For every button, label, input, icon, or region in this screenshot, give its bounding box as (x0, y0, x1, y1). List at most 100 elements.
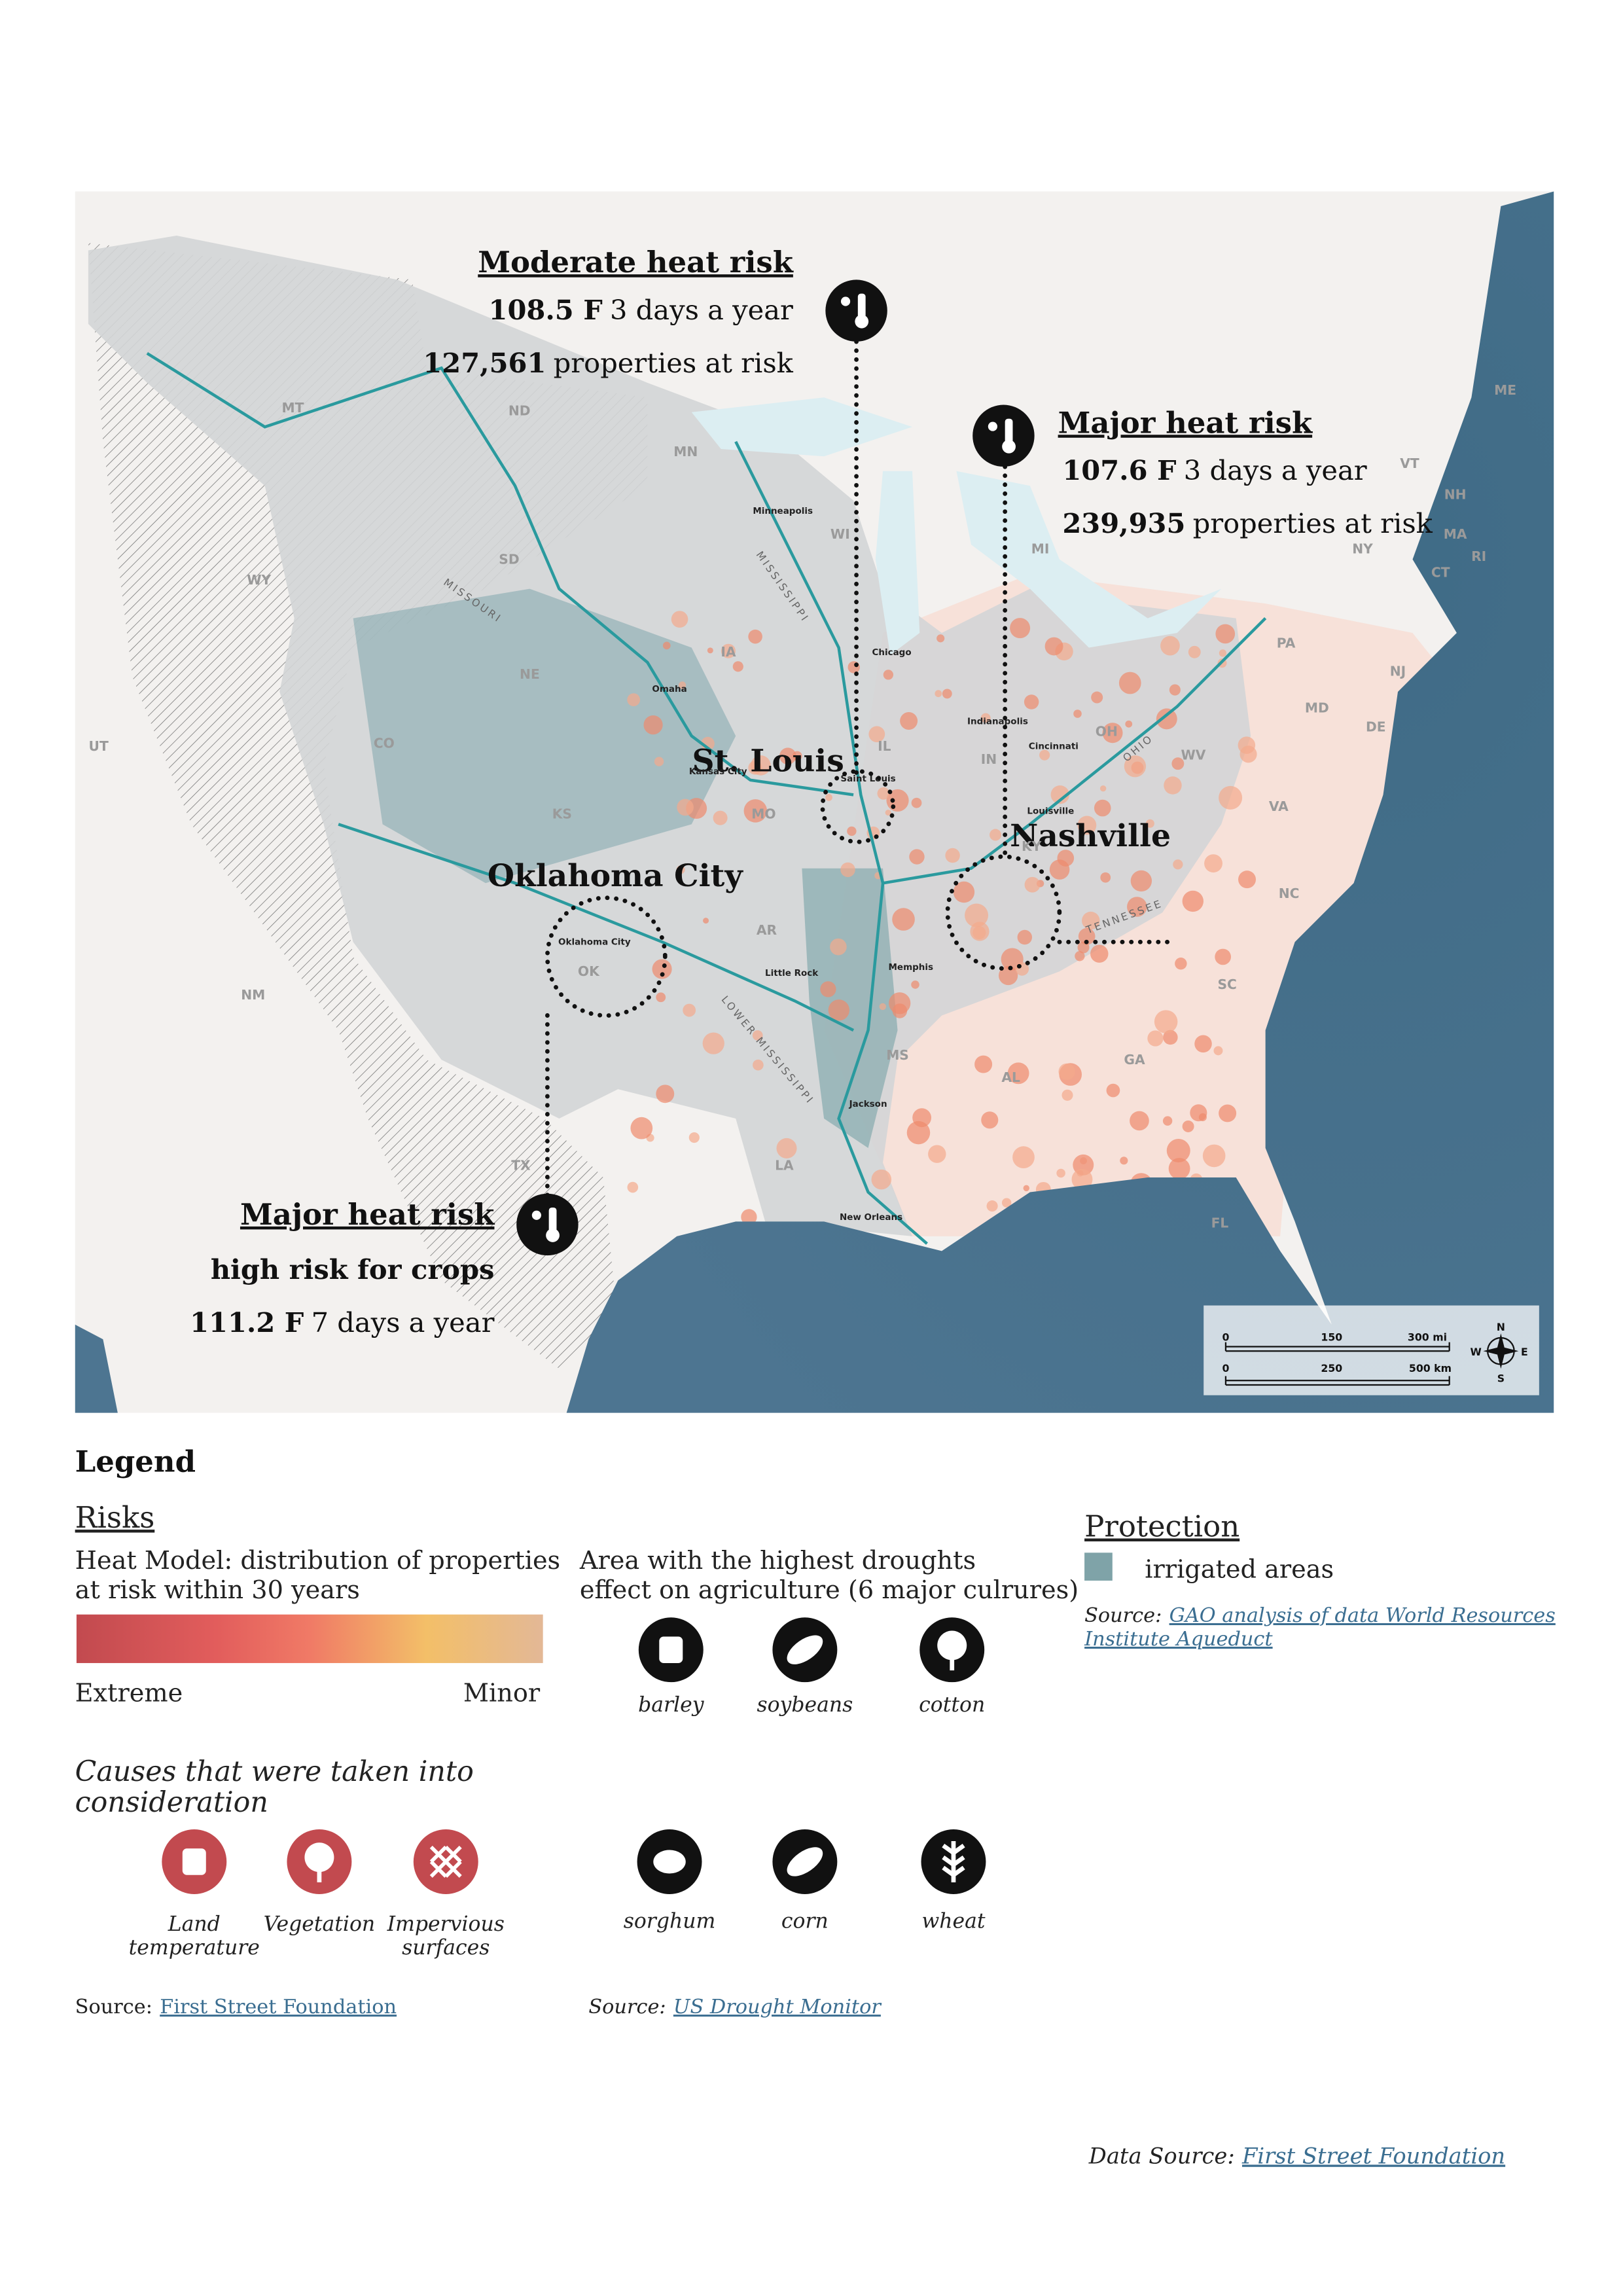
legend-text: Heat Model: distribution of properties (75, 1547, 561, 1575)
heat-spot (779, 747, 796, 765)
irrigated-area (353, 588, 736, 884)
state-label: VT (1400, 456, 1419, 471)
heat-spot (830, 938, 847, 956)
heat-icon (972, 404, 1035, 467)
crop-label: cotton (919, 1693, 985, 1717)
heat-spot (877, 787, 890, 800)
icons (162, 279, 1035, 1894)
icon-glyph (988, 422, 997, 431)
heat-spot (889, 992, 911, 1014)
state-label: ME (1494, 382, 1516, 398)
compass-star (1483, 1333, 1519, 1369)
heat-spot (627, 693, 641, 707)
heat-spot (776, 1138, 797, 1158)
state-label: KY (1022, 838, 1042, 854)
heat-spot (1090, 944, 1109, 963)
footer: Data Source: First Street Foundation (1088, 2143, 1505, 2168)
heat-spot (1188, 645, 1201, 658)
city-label: Indianapolis (967, 716, 1028, 726)
heat-spot (1215, 624, 1236, 644)
state-label: NM (241, 987, 265, 1003)
footer-part: Data Source: (1088, 2143, 1235, 2168)
icon-glyph (840, 296, 851, 306)
callout-title-part: Major heat risk (1058, 405, 1313, 440)
legend-text-part: irrigated areas (1145, 1556, 1334, 1585)
city-ring (820, 769, 896, 844)
heat-spot (643, 715, 663, 735)
icon-glyph (857, 293, 866, 319)
heat-spot (1100, 872, 1111, 883)
heat-spot (1164, 776, 1182, 795)
heat-spot (1160, 636, 1180, 656)
heat-spot (1073, 709, 1082, 718)
heat-spot (945, 848, 960, 863)
city-label: New Orleans (840, 1212, 902, 1223)
ocean (566, 191, 1554, 1413)
heat-spot (879, 1003, 886, 1011)
callout-text-part: 111.2 F (190, 1306, 304, 1338)
compass-label: E (1521, 1346, 1528, 1358)
state-label: WI (830, 526, 850, 542)
link[interactable]: GAO analysis of data World Resources (1169, 1604, 1556, 1627)
state-label: MA (1444, 526, 1467, 542)
heat-spot (1213, 1046, 1223, 1056)
heat-spot (1238, 870, 1257, 889)
legend-icon (413, 1829, 478, 1894)
heat-spot (986, 1200, 998, 1212)
causes-title-part: consideration (75, 1786, 268, 1819)
ocean (75, 1324, 118, 1413)
state-label: FL (1211, 1215, 1229, 1230)
heat-spot (713, 810, 728, 825)
state-label: NJ (1390, 663, 1406, 679)
link[interactable]: US Drought Monitor (673, 1996, 882, 2018)
callout-title: Major heat risk (240, 1197, 495, 1232)
compass-label: W (1470, 1346, 1481, 1358)
link[interactable]: First Street Foundation (160, 1996, 397, 2018)
heat-spot (662, 641, 671, 650)
heat-spot (892, 908, 915, 931)
legend-text-part: at risk within 30 years (75, 1576, 360, 1605)
heat-spot (1190, 1104, 1207, 1122)
heat-spot (840, 862, 855, 878)
heat-spot (1175, 958, 1187, 970)
heat-spot (900, 712, 918, 730)
heat-spot (1118, 672, 1141, 694)
heat-spot (871, 1169, 892, 1190)
heat-spot (828, 999, 850, 1021)
lake (956, 471, 1222, 648)
icon-glyph (304, 1842, 334, 1873)
state-label: NY (1352, 541, 1373, 557)
scale-label: 250 (1321, 1362, 1342, 1374)
icon-glyph (855, 314, 869, 329)
legend-icon (772, 1617, 838, 1683)
heat-spot (676, 865, 685, 874)
state-label: NH (1444, 486, 1467, 502)
heat-gradient (76, 1614, 543, 1663)
state-label: AL (1001, 1069, 1020, 1085)
link[interactable]: Institute Aqueduct (1084, 1628, 1273, 1651)
heat-spot (1007, 1062, 1029, 1085)
source: Source: First Street Foundation (75, 1996, 397, 2018)
heat-spot (702, 1032, 724, 1054)
river (338, 823, 855, 1032)
heat-spot (1024, 694, 1039, 709)
causes-title: consideration (75, 1786, 268, 1819)
state-label: SC (1217, 977, 1236, 992)
heat-spot (906, 1121, 931, 1145)
heat-spot (1077, 816, 1097, 835)
heat-spot (671, 611, 688, 628)
cause-label: Land (168, 1912, 221, 1936)
legend-icon (772, 1829, 838, 1894)
icon-glyph (942, 1841, 965, 1882)
callout-text-part: 108.5 F (489, 294, 603, 326)
river (882, 617, 1267, 885)
legend-text: at risk within 30 years (75, 1576, 360, 1605)
icon-glyph (937, 1630, 967, 1660)
icon-glyph (787, 1635, 823, 1664)
heat-spot (1171, 757, 1185, 770)
link[interactable]: First Street Foundation (1241, 2143, 1505, 2168)
scale-bar: 0 150 300 mi 0 250 500 km N S E W (1204, 1305, 1539, 1395)
